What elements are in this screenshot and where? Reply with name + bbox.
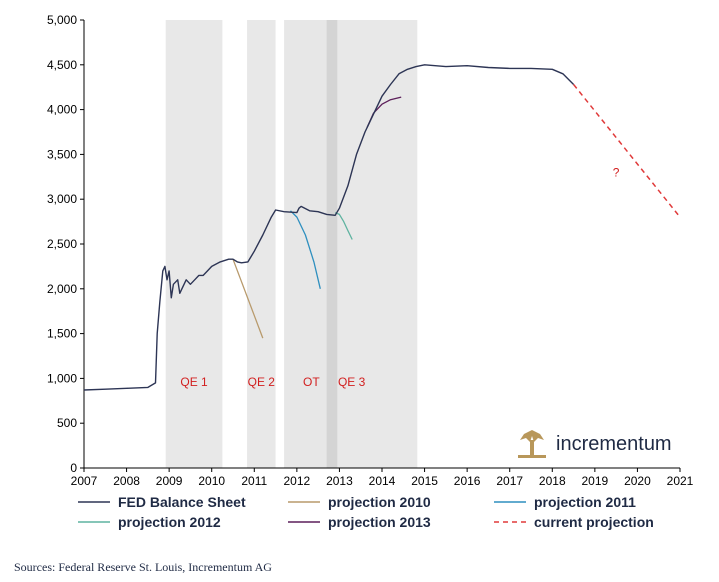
source-text: Sources: Federal Reserve St. Louis, Incr…: [14, 560, 272, 574]
series-line-fed-balance-sheet: [83, 64, 575, 391]
x-tick-label: 2008: [113, 474, 140, 488]
axes: 0 500 1,000 1,500 2,000 2,500 3,000 3,500 4,000 4…: [47, 13, 694, 488]
legend: FED Balance Sheet projection 2010 projecti…: [78, 494, 654, 530]
shade-overlap: [326, 20, 338, 468]
shade-label-ot: OT: [303, 375, 320, 389]
series-line-projection-2010: [232, 258, 264, 339]
series-line-projection-2011: [290, 210, 321, 289]
y-tick-label: 500: [57, 416, 77, 430]
legend-item: projection 2013: [288, 514, 431, 530]
brand-logo: incrementum: [514, 428, 672, 458]
y-tick-label: 3,500: [47, 147, 77, 161]
annotations: ?: [613, 165, 620, 179]
legend-item: projection 2012: [78, 514, 221, 530]
series-line-projection-2012: [334, 212, 353, 240]
y-tick-label: 2,000: [47, 282, 77, 296]
x-tick-label: 2021: [667, 474, 694, 488]
x-tick-label: 2019: [582, 474, 609, 488]
x-tick-label: 2011: [241, 474, 267, 488]
y-tick-label: 5,000: [47, 13, 77, 27]
shade-label-qe-2: QE 2: [248, 375, 276, 389]
shade-labels: QE 1 QE 2 OT QE 3: [180, 375, 365, 389]
legend-label: projection 2010: [328, 494, 431, 510]
y-tick-label: 3,000: [47, 192, 77, 206]
x-tick-label: 2018: [539, 474, 566, 488]
shade-qe-3: [326, 20, 418, 468]
x-tick-label: 2014: [369, 474, 396, 488]
shade-qe-2: [247, 20, 276, 468]
legend-label: projection 2011: [534, 494, 636, 510]
y-tick-label: 1,000: [47, 371, 77, 385]
y-tick-label: 2,500: [47, 237, 77, 251]
y-tick-label: 1,500: [47, 327, 77, 341]
y-tick-label: 4,000: [47, 103, 77, 117]
brand-name: incrementum: [556, 433, 672, 455]
x-tick-label: 2013: [326, 474, 353, 488]
x-tick-label: 2012: [284, 474, 311, 488]
x-tick-label: 2015: [411, 474, 438, 488]
x-tick-label: 2016: [454, 474, 481, 488]
series-line-current-projection: [573, 84, 681, 218]
x-tick-label: 2007: [71, 474, 98, 488]
legend-label: projection 2013: [328, 514, 431, 530]
legend-item: projection 2011: [494, 494, 636, 510]
series-layer: [83, 64, 681, 391]
legend-item: projection 2010: [288, 494, 431, 510]
legend-item: current projection: [494, 514, 654, 530]
tree-logo-icon: [514, 428, 550, 458]
y-tick-label: 4,500: [47, 58, 77, 72]
x-tick-label: 2017: [496, 474, 523, 488]
shade-qe-1: [165, 20, 223, 468]
legend-label: current projection: [534, 514, 654, 530]
x-tick-label: 2009: [156, 474, 183, 488]
shade-label-qe-1: QE 1: [180, 375, 208, 389]
x-tick-label: 2010: [198, 474, 225, 488]
y-tick-label: 0: [70, 461, 77, 475]
question-annotation: ?: [613, 165, 620, 179]
shaded-periods: [165, 20, 418, 468]
shade-label-qe-3: QE 3: [338, 375, 366, 389]
x-tick-label: 2020: [624, 474, 651, 488]
legend-label: FED Balance Sheet: [118, 494, 246, 510]
legend-label: projection 2012: [118, 514, 221, 530]
legend-item: FED Balance Sheet: [78, 494, 246, 510]
